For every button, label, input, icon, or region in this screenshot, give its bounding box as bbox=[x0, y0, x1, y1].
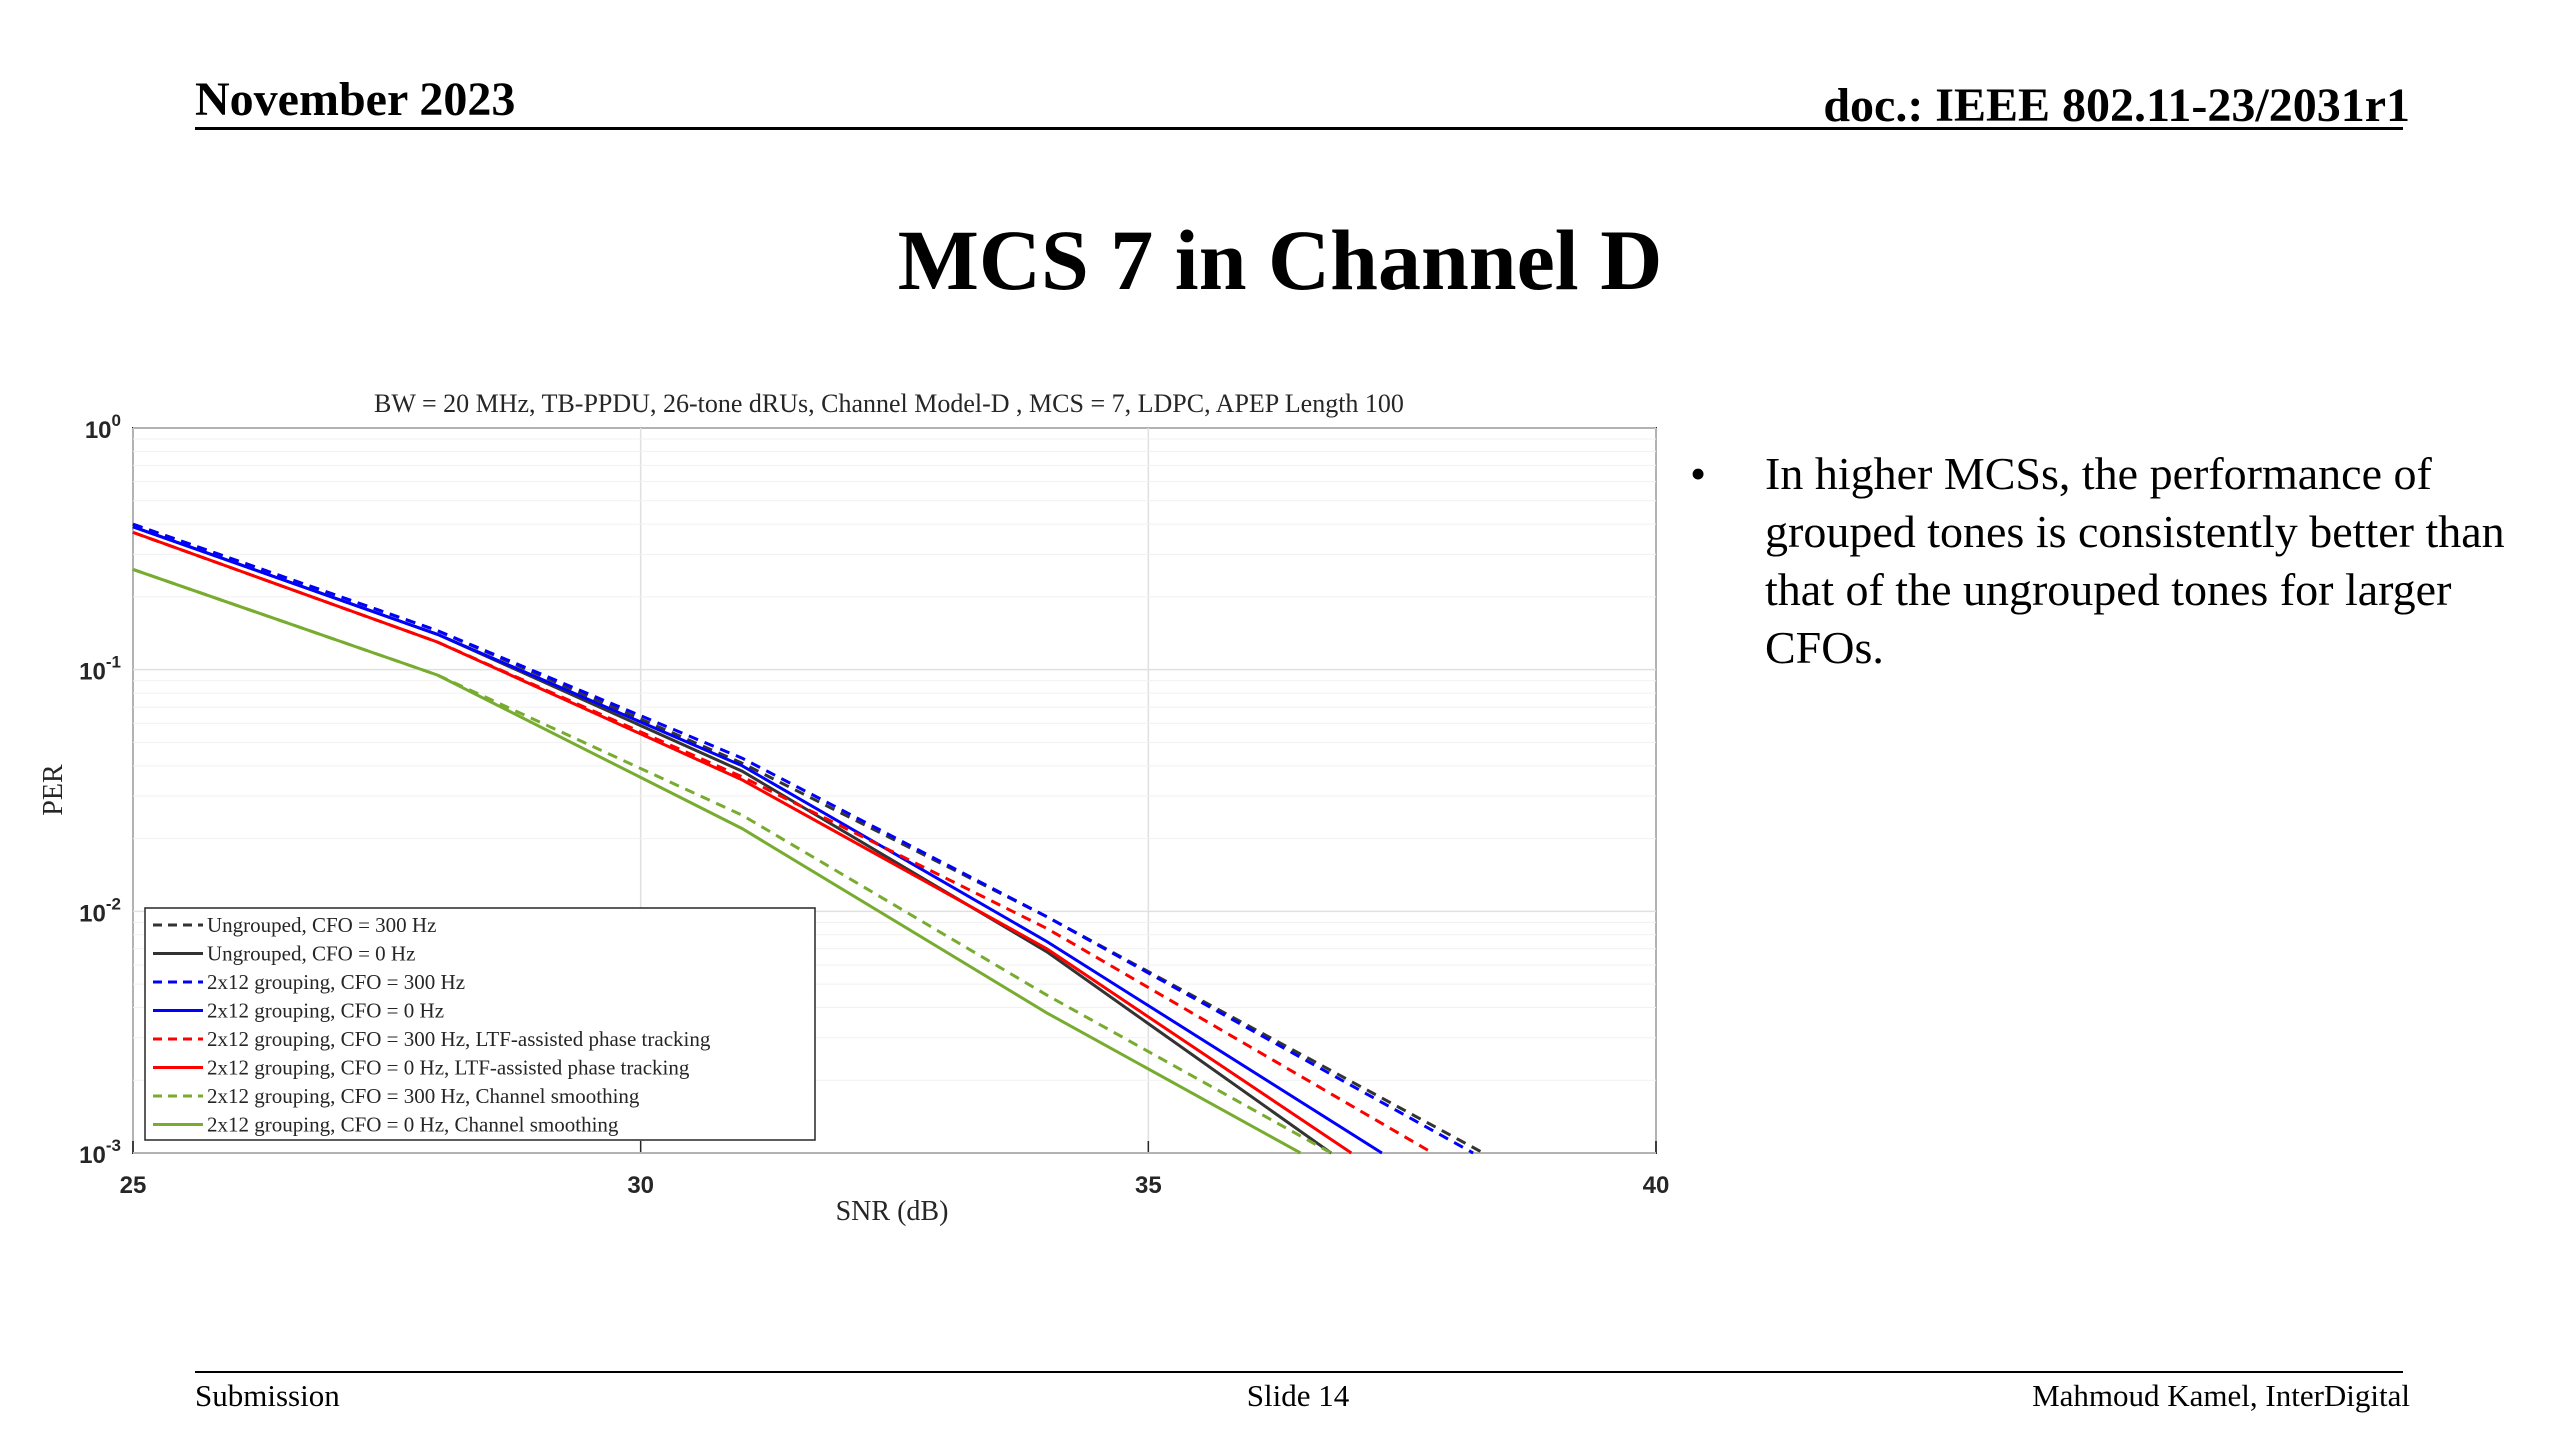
header-doc-id: doc.: IEEE 802.11-23/2031r1 bbox=[1823, 79, 2410, 132]
series-line bbox=[132, 567, 1302, 1155]
legend-label: 2x12 grouping, CFO = 0 Hz, LTF-assisted … bbox=[207, 1056, 690, 1080]
footer-rule bbox=[195, 1371, 2403, 1373]
series-line bbox=[132, 525, 1383, 1155]
legend-label: 2x12 grouping, CFO = 300 Hz, LTF-assiste… bbox=[207, 1027, 711, 1051]
y-tick-label: 10-2 bbox=[79, 894, 121, 927]
legend-box bbox=[144, 907, 816, 1141]
series-line bbox=[132, 522, 1485, 1155]
legend-label: 2x12 grouping, CFO = 0 Hz bbox=[207, 999, 444, 1023]
y-tick-label: 10-1 bbox=[79, 653, 121, 686]
slide-title: MCS 7 in Channel D bbox=[897, 212, 1663, 308]
legend-label: 2x12 grouping, CFO = 300 Hz, Channel smo… bbox=[207, 1084, 640, 1108]
footer-submission: Submission bbox=[195, 1378, 340, 1413]
y-tick-label: 10-3 bbox=[79, 1136, 121, 1169]
series-lines bbox=[132, 522, 1485, 1155]
x-tick-label: 30 bbox=[627, 1172, 654, 1199]
x-tick-label: 35 bbox=[1135, 1172, 1162, 1199]
chart-title: BW = 20 MHz, TB-PPDU, 26-tone dRUs, Chan… bbox=[374, 389, 1404, 418]
header-rule bbox=[195, 127, 2403, 130]
chart-legend: Ungrouped, CFO = 300 Hz Ungrouped, CFO = … bbox=[144, 907, 816, 1141]
x-tick-label: 25 bbox=[120, 1172, 147, 1199]
legend-label: 2x12 grouping, CFO = 300 Hz bbox=[207, 970, 465, 994]
y-axis-label: PER bbox=[38, 764, 69, 816]
x-tick-label: 40 bbox=[1643, 1172, 1670, 1199]
footer-slide-number: Slide 14 bbox=[1246, 1378, 1350, 1413]
bullet-dot: • bbox=[1690, 448, 1707, 499]
legend-label: 2x12 grouping, CFO = 0 Hz, Channel smoot… bbox=[207, 1113, 619, 1137]
series-line bbox=[132, 530, 1434, 1155]
legend-label: Ungrouped, CFO = 300 Hz bbox=[207, 913, 436, 937]
series-line bbox=[132, 522, 1474, 1155]
bullet-text: In higher MCSs, the performance of group… bbox=[1765, 448, 2505, 673]
footer-author: Mahmoud Kamel, InterDigital bbox=[2032, 1378, 2410, 1413]
x-axis-label: SNR (dB) bbox=[836, 1196, 949, 1227]
y-tick-label: 100 bbox=[85, 411, 121, 444]
x-tick-labels: 25 30 35 40 bbox=[120, 1172, 1670, 1199]
legend-label: Ungrouped, CFO = 0 Hz bbox=[207, 942, 415, 966]
series-line bbox=[132, 530, 1353, 1155]
y-tick-labels: 100 10-1 10-2 10-3 bbox=[79, 411, 121, 1169]
header-date: November 2023 bbox=[195, 73, 516, 126]
